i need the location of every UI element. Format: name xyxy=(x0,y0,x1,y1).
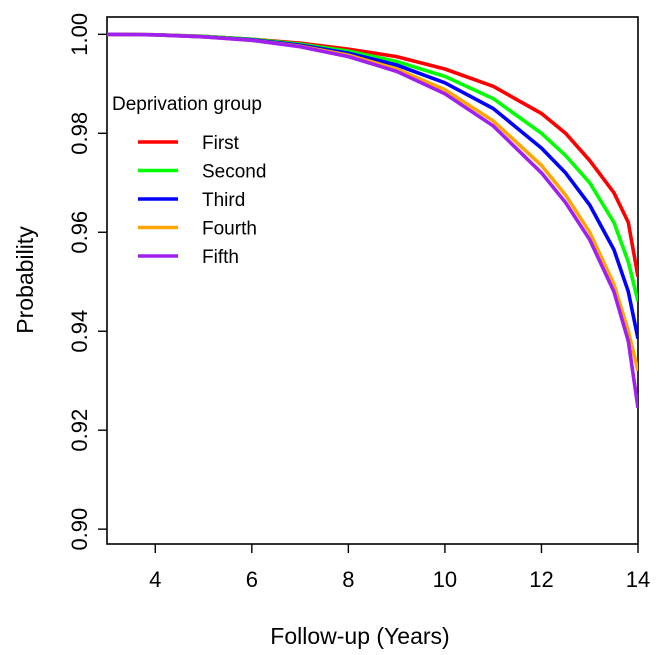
x-tick-label: 14 xyxy=(626,567,650,592)
series-line-fifth xyxy=(107,32,638,409)
x-tick-label: 4 xyxy=(149,567,161,592)
series-line-first xyxy=(107,32,638,278)
legend-label-second: Second xyxy=(202,162,266,183)
y-tick-label: 0.98 xyxy=(67,112,92,155)
legend-label-fourth: Fourth xyxy=(202,219,257,240)
legend-title: Deprivation group xyxy=(112,94,262,115)
x-tick-label: 10 xyxy=(433,567,457,592)
y-tick-label: 0.90 xyxy=(67,508,92,551)
y-tick-label: 0.94 xyxy=(67,310,92,353)
legend-label-third: Third xyxy=(202,190,245,211)
x-tick-label: 12 xyxy=(529,567,553,592)
x-tick-label: 8 xyxy=(342,567,354,592)
x-tick-label: 6 xyxy=(246,567,258,592)
legend-label-fifth: Fifth xyxy=(202,247,239,268)
series-line-fourth xyxy=(107,32,638,372)
legend: Deprivation group First Second Third Fourth… xyxy=(112,94,266,268)
y-tick-label: 0.92 xyxy=(67,409,92,452)
x-axis: 4 6 8 10 12 14 xyxy=(149,544,650,592)
series-lines xyxy=(107,32,638,409)
y-tick-label: 0.96 xyxy=(67,211,92,254)
y-tick-label: 1.00 xyxy=(67,13,92,56)
y-axis-title: Probability xyxy=(12,226,38,334)
y-axis: 0.90 0.92 0.94 0.96 0.98 1.00 xyxy=(67,13,107,551)
legend-label-first: First xyxy=(202,133,240,154)
x-axis-title: Follow-up (Years) xyxy=(270,623,449,649)
plot-frame xyxy=(106,16,639,545)
